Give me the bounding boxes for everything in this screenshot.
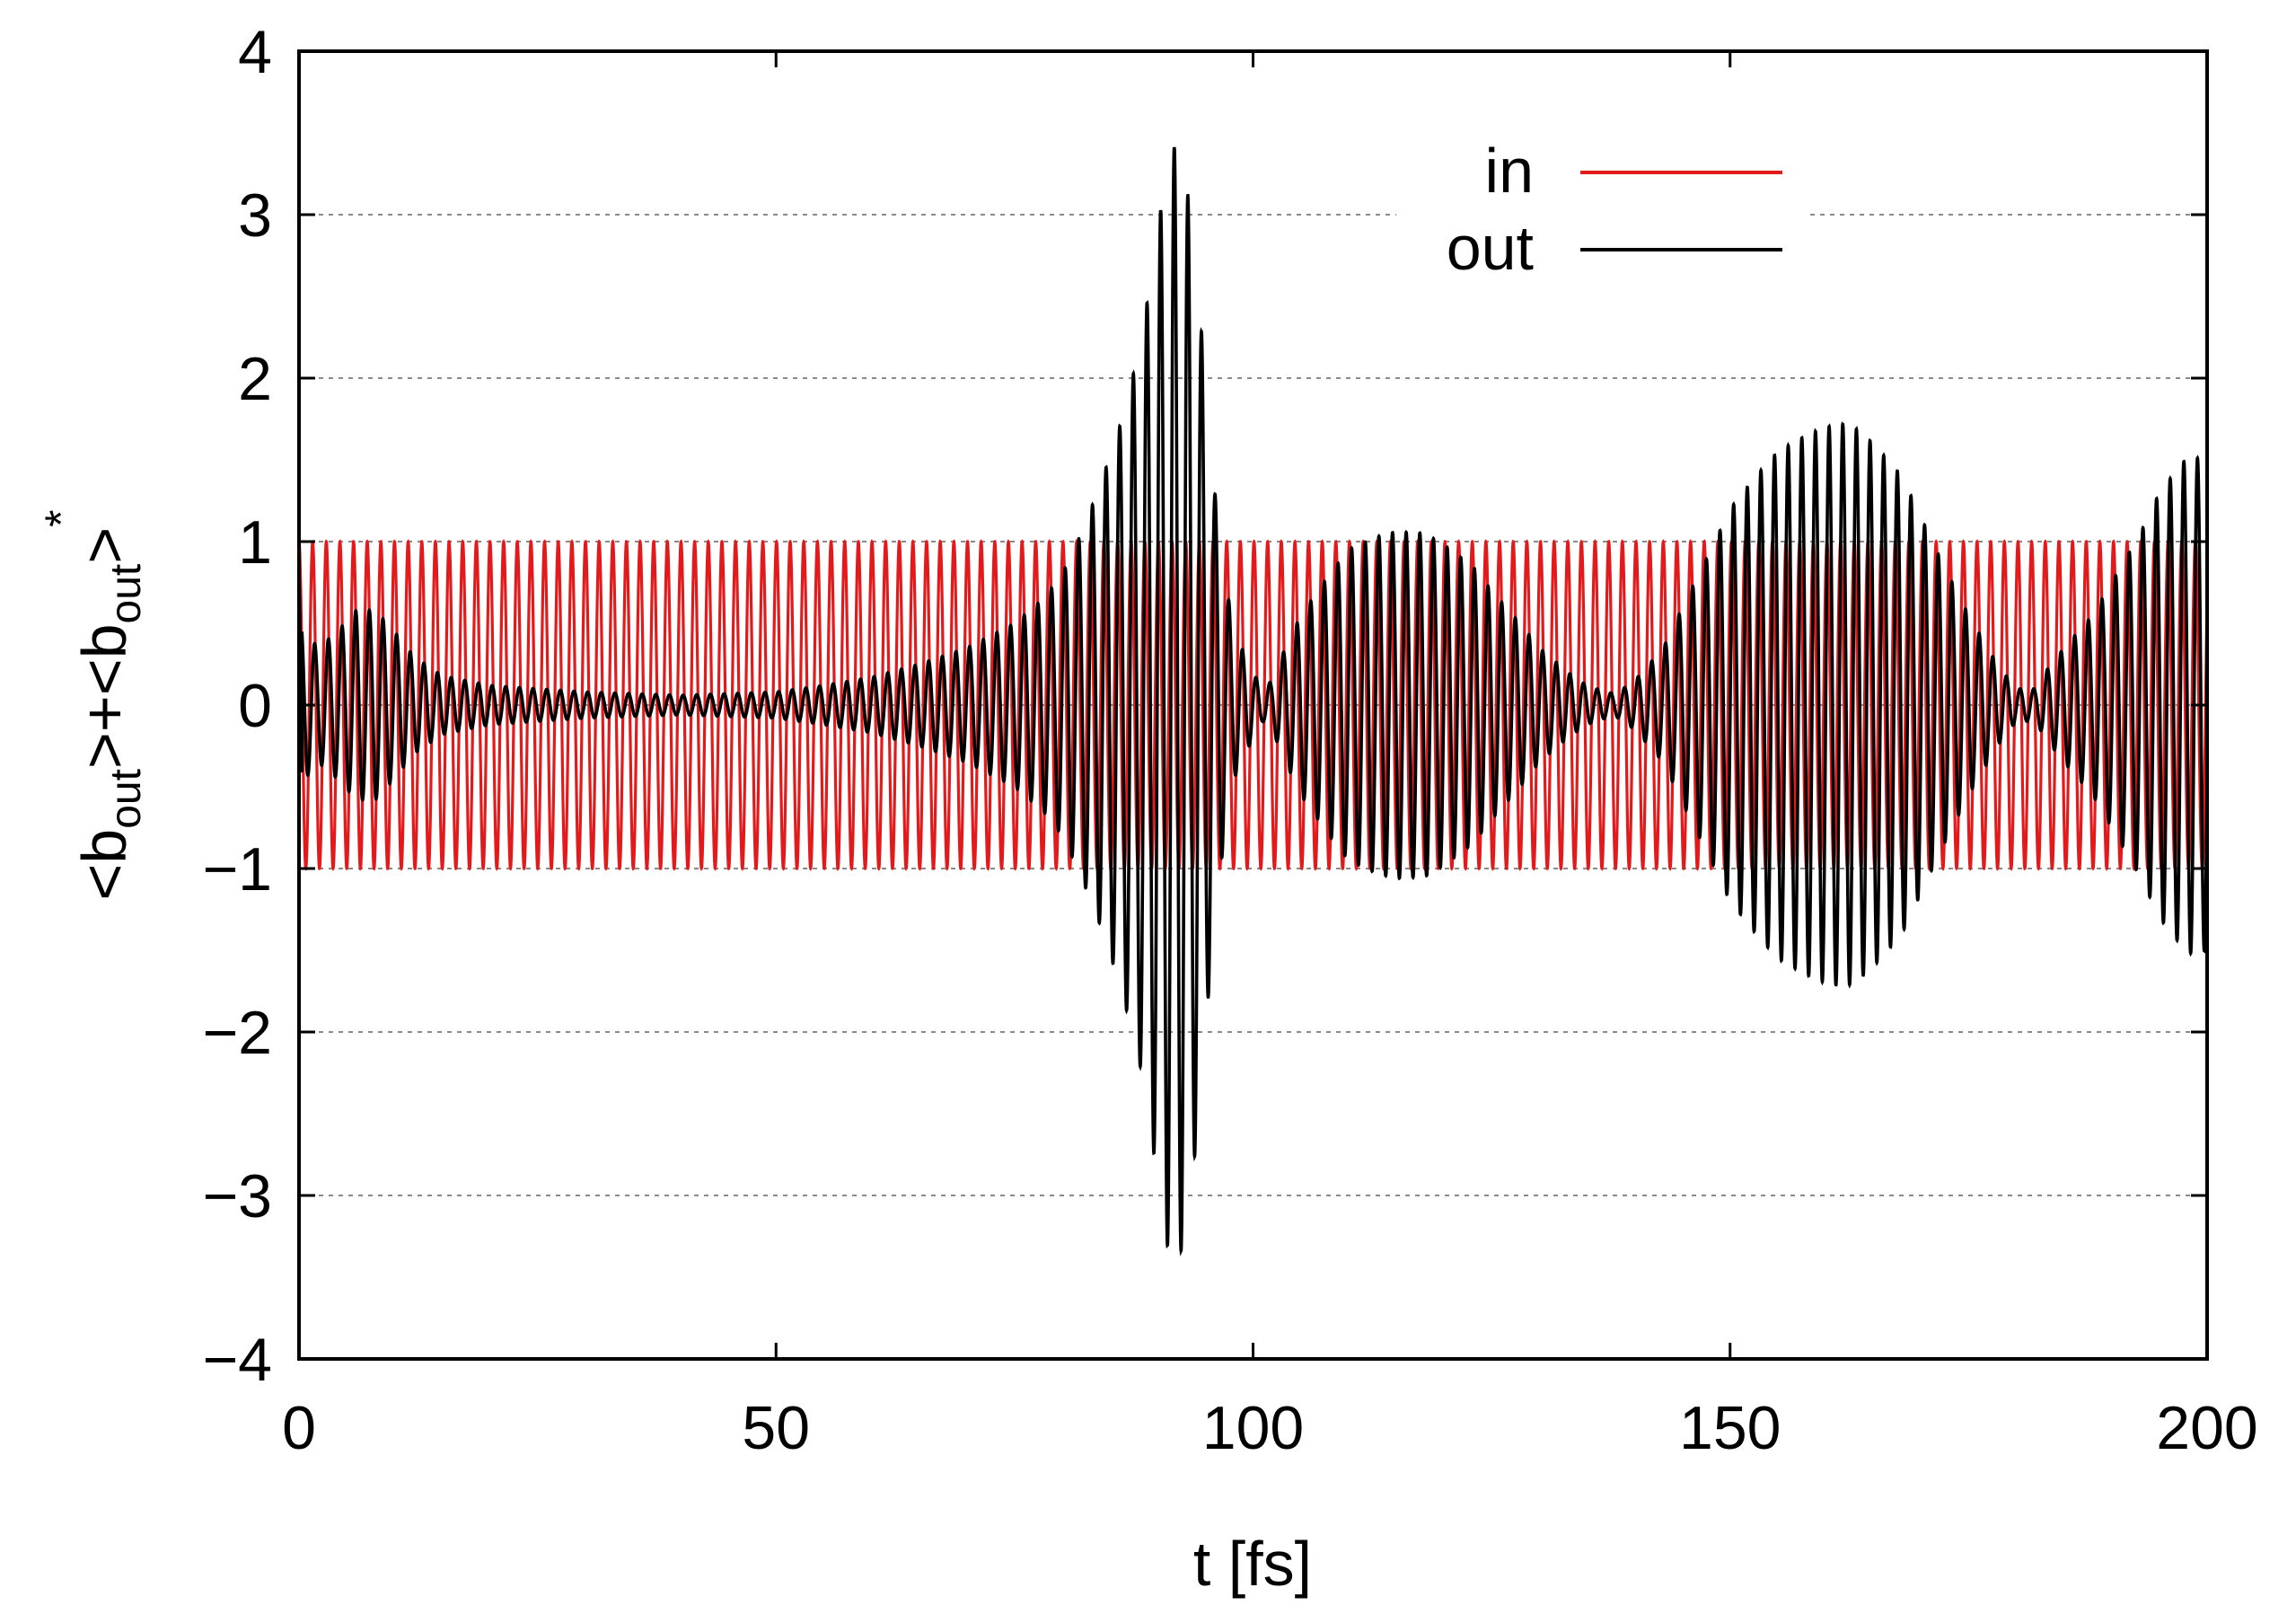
series-layer — [299, 146, 2207, 1257]
y-tick-label: 3 — [238, 181, 272, 250]
y-axis-label-part: out — [102, 564, 150, 624]
x-tick-label: 50 — [742, 1394, 810, 1462]
legend-label-in: in — [1485, 136, 1534, 206]
legend-label-out: out — [1447, 213, 1534, 283]
x-tick-label: 200 — [2156, 1394, 2257, 1462]
y-axis-label-part: > — [69, 527, 139, 564]
y-axis-label-part: * — [36, 509, 86, 526]
y-tick-label: 1 — [238, 508, 272, 577]
y-axis-label: <bout>+<bout>* — [36, 509, 150, 900]
legend-background — [1396, 130, 1809, 287]
x-tick-label: 150 — [1679, 1394, 1781, 1462]
y-tick-label: 4 — [238, 18, 272, 86]
y-tick-label: 2 — [238, 345, 272, 413]
y-tick-label: −4 — [202, 1326, 272, 1394]
x-tick-label: 100 — [1202, 1394, 1304, 1462]
y-tick-label: −3 — [202, 1162, 272, 1230]
y-tick-label: −2 — [202, 999, 272, 1067]
y-tick-label: −1 — [202, 835, 272, 904]
y-axis-label-part: out — [102, 769, 150, 829]
y-axis-label-part: <b — [69, 829, 139, 901]
tick-layer: −4 −3 −2 −1 0 1 2 3 4 0 50 100 150 200 — [202, 18, 2257, 1462]
x-axis-label: t [fs] — [1193, 1529, 1312, 1599]
y-axis-label-part: >+<b — [69, 623, 139, 769]
y-tick-label: 0 — [238, 672, 272, 740]
x-tick-label: 0 — [282, 1394, 316, 1462]
series-out-line — [299, 146, 2207, 1257]
